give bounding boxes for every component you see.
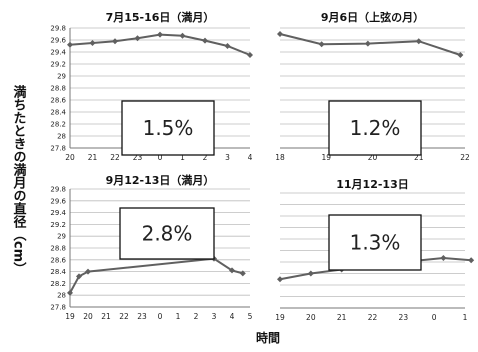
data-point — [157, 31, 163, 38]
data-point — [277, 31, 283, 37]
chart-title: 7月15-16日（満月） — [106, 10, 215, 24]
data-point — [89, 40, 96, 46]
percent-label: 2.8% — [142, 222, 193, 246]
data-point — [179, 32, 186, 39]
x-tick-label: 21 — [337, 313, 347, 322]
x-tick-label: 22 — [460, 153, 470, 162]
x-tick-label: 22 — [368, 313, 378, 322]
data-point — [202, 37, 208, 44]
x-tick-label: 19 — [65, 312, 75, 321]
x-tick-label: 18 — [275, 153, 285, 162]
x-tick-label: 0 — [158, 153, 163, 162]
x-tick-label: 0 — [158, 312, 163, 321]
chart-panel-4: 19 20 21 22 23 0 1 11月12-13日 1.3% — [275, 178, 475, 322]
x-tick-label: 22 — [110, 153, 120, 162]
x-tick-label: 2 — [194, 312, 199, 321]
chart-panel-1: 29.8 29.6 29.4 29.2 29 28.8 28.6 28.4 28.2 28 27.8… — [50, 10, 253, 162]
data-point — [85, 268, 91, 275]
y-tick-label: 29.8 — [50, 25, 66, 33]
data-point — [134, 35, 141, 42]
data-point — [457, 52, 464, 58]
chart-panel-2: 18 19 20 21 22 9月6日（上弦の月） 1.2% — [275, 10, 470, 162]
y-tick-label: 29.8 — [50, 186, 66, 194]
y-tick-label: 29.2 — [50, 221, 66, 229]
data-point — [229, 267, 235, 274]
x-tick-label: 23 — [399, 313, 409, 322]
data-point — [440, 254, 447, 261]
percent-label: 1.3% — [350, 231, 401, 255]
y-tick-label: 29 — [57, 73, 66, 81]
x-tick-label: 4 — [248, 153, 253, 162]
data-point — [67, 289, 73, 296]
y-tick-label: 27.8 — [50, 145, 66, 153]
data-point — [239, 270, 246, 277]
series-line — [69, 257, 244, 294]
chart-panels: 29.8 29.6 29.4 29.2 29 28.8 28.6 28.4 28.2 28 27.8… — [50, 10, 475, 322]
y-tick-label: 29 — [57, 233, 66, 241]
x-tick-label: 0 — [432, 313, 437, 322]
data-point — [277, 276, 283, 283]
x-tick-label: 21 — [414, 153, 424, 162]
percent-label: 1.2% — [350, 116, 401, 140]
x-tick-label: 20 — [65, 153, 75, 162]
data-point — [67, 41, 73, 48]
data-point — [112, 38, 118, 45]
percent-label: 1.5% — [143, 116, 194, 140]
x-tick-label: 22 — [119, 312, 129, 321]
percent-box — [328, 214, 422, 271]
global-x-axis-label: 時間 — [256, 330, 280, 345]
x-tick-label: 3 — [212, 312, 217, 321]
x-tick-label: 19 — [321, 153, 331, 162]
chart-title: 9月6日（上弦の月） — [321, 10, 424, 24]
data-point — [247, 52, 253, 58]
x-tick-label: 21 — [88, 153, 98, 162]
y-tick-label: 28.6 — [50, 256, 66, 264]
x-tick-label: 1 — [463, 313, 468, 322]
x-tick-label: 20 — [306, 313, 316, 322]
percent-box — [121, 100, 215, 156]
global-y-axis-label: 満ちたときの満月の直径（cm） — [11, 84, 28, 275]
y-tick-label: 28.4 — [50, 268, 66, 276]
x-tick-label: 21 — [101, 312, 111, 321]
data-point — [224, 43, 231, 49]
data-point — [318, 41, 325, 48]
y-tick-label: 29.6 — [50, 37, 66, 45]
y-tick-label: 28.4 — [50, 109, 66, 117]
percent-box — [328, 100, 422, 156]
y-tick-label: 28 — [57, 292, 66, 300]
x-tick-label: 23 — [137, 312, 147, 321]
y-tick-label: 28.6 — [50, 97, 66, 105]
y-tick-label: 27.8 — [50, 304, 66, 312]
y-tick-label: 29.2 — [50, 61, 66, 69]
x-tick-label: 4 — [230, 312, 235, 321]
x-tick-label: 19 — [275, 313, 285, 322]
x-tick-label: 23 — [133, 153, 143, 162]
y-tick-label: 28 — [57, 133, 66, 141]
y-tick-label: 28.8 — [50, 245, 66, 253]
y-tick-label: 29.6 — [50, 197, 66, 205]
x-tick-label: 2 — [203, 153, 208, 162]
data-point — [415, 38, 422, 45]
x-tick-label: 3 — [225, 153, 230, 162]
x-tick-label: 20 — [368, 153, 378, 162]
chart-title: 9月12-13日（満月） — [106, 173, 215, 187]
chart-panel-3: 29.8 29.6 29.4 29.2 29 28.8 28.6 28.4 28.2 28 27.8… — [50, 173, 252, 321]
x-tick-label: 1 — [176, 312, 181, 321]
y-tick-label: 29.4 — [50, 209, 66, 217]
data-point — [468, 257, 475, 264]
data-point — [364, 40, 371, 47]
y-tick-label: 28.2 — [50, 280, 66, 288]
data-point — [307, 270, 314, 277]
y-tick-label: 28.8 — [50, 85, 66, 93]
x-tick-label: 20 — [83, 312, 93, 321]
x-tick-label: 1 — [180, 153, 185, 162]
y-tick-label: 29.4 — [50, 49, 66, 57]
x-tick-label: 5 — [248, 312, 253, 321]
y-tick-label: 28.2 — [50, 121, 66, 129]
chart-title: 11月12-13日 — [336, 178, 409, 191]
data-point — [76, 273, 82, 280]
percent-box — [119, 207, 215, 260]
